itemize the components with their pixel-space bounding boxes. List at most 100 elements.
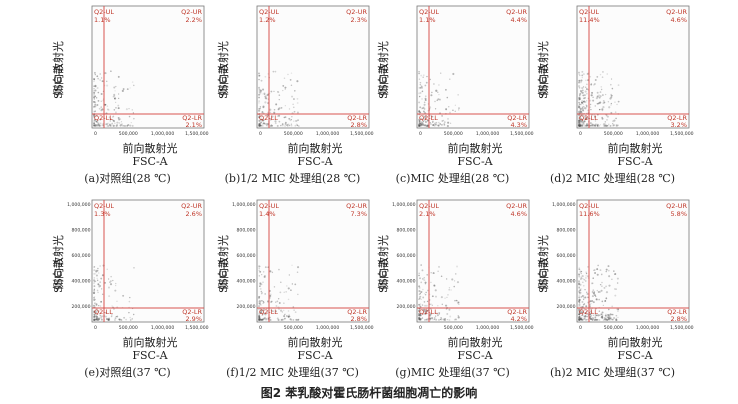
event-dot xyxy=(258,125,260,127)
event-dot xyxy=(131,317,133,320)
event-dot xyxy=(449,111,451,114)
event-dot xyxy=(585,79,587,82)
event-dot xyxy=(100,106,103,108)
event-dot xyxy=(258,296,260,298)
event-dot xyxy=(579,111,582,114)
event-dot xyxy=(97,291,99,294)
event-dot xyxy=(419,292,422,295)
event-dot xyxy=(614,294,617,297)
event-dot xyxy=(616,308,619,311)
event-dot xyxy=(261,120,263,123)
event-dot xyxy=(579,116,581,119)
event-dot xyxy=(264,275,266,277)
event-dot xyxy=(601,108,604,111)
event-dot xyxy=(578,101,580,104)
event-dot xyxy=(444,121,446,123)
event-dot xyxy=(582,318,585,321)
event-dot xyxy=(101,319,103,321)
event-dot xyxy=(585,272,588,275)
event-dot xyxy=(440,316,442,319)
event-dot xyxy=(578,106,580,109)
event-dot xyxy=(122,294,125,297)
event-dot xyxy=(280,124,282,127)
event-dot xyxy=(438,312,441,314)
event-dot xyxy=(584,86,587,88)
event-dot xyxy=(432,319,434,321)
event-dot xyxy=(578,318,581,321)
event-dot xyxy=(453,285,455,288)
event-dot xyxy=(418,119,421,122)
event-dot xyxy=(118,121,121,124)
event-dot xyxy=(586,100,588,102)
event-dot xyxy=(433,318,436,321)
event-dot xyxy=(95,270,98,273)
event-dot xyxy=(292,106,295,109)
event-dot xyxy=(583,120,585,123)
event-dot xyxy=(578,305,580,308)
event-dot xyxy=(605,124,608,127)
event-dot xyxy=(92,291,96,294)
event-dot xyxy=(607,316,610,318)
event-dot xyxy=(577,119,581,122)
event-dot xyxy=(107,318,110,321)
event-dot xyxy=(263,301,265,304)
event-dot xyxy=(579,110,582,113)
event-dot xyxy=(131,124,134,127)
event-dot xyxy=(581,275,584,278)
event-dot xyxy=(287,316,290,318)
event-dot xyxy=(421,317,424,319)
event-dot xyxy=(578,73,580,76)
event-dot xyxy=(266,125,268,127)
event-dot xyxy=(581,305,584,308)
y-axis-abbrev: SSC-A xyxy=(51,258,65,293)
event-dot xyxy=(579,317,581,319)
event-dot xyxy=(104,123,107,126)
event-dot xyxy=(591,290,594,293)
event-dot xyxy=(111,305,113,307)
event-dot xyxy=(290,319,293,321)
event-dot xyxy=(287,125,289,127)
event-dot xyxy=(423,301,426,303)
event-dot xyxy=(591,319,594,321)
event-dot xyxy=(296,111,299,114)
event-dot xyxy=(441,303,444,306)
x-tick-label: 500,000 xyxy=(119,325,138,331)
event-dot xyxy=(585,104,587,106)
event-dot xyxy=(283,309,285,312)
event-dot xyxy=(262,271,265,273)
event-dot xyxy=(581,107,584,110)
event-dot xyxy=(589,310,592,313)
event-dot xyxy=(579,123,582,127)
x-tick-label: 0 xyxy=(579,131,582,137)
event-dot xyxy=(271,125,273,127)
event-dot xyxy=(118,318,121,321)
quadrant-ur-label: Q2-UR xyxy=(181,8,202,16)
event-dot xyxy=(438,84,440,86)
event-dot xyxy=(587,296,589,299)
event-dot xyxy=(280,319,283,321)
event-dot xyxy=(598,310,601,312)
event-dot xyxy=(578,97,581,100)
event-dot xyxy=(605,285,607,288)
y-tick-label: 800,000 xyxy=(237,228,256,234)
events-cloud xyxy=(577,264,620,322)
event-dot xyxy=(95,124,98,127)
event-dot xyxy=(578,316,580,319)
event-dot xyxy=(601,109,604,112)
event-dot xyxy=(119,124,122,127)
event-dot xyxy=(287,73,289,76)
event-dot xyxy=(420,123,423,126)
event-dot xyxy=(94,89,97,92)
event-dot xyxy=(458,109,460,111)
event-dot xyxy=(585,319,588,321)
event-dot xyxy=(601,116,604,119)
event-dot xyxy=(418,124,421,128)
event-dot xyxy=(603,123,606,126)
event-dot xyxy=(593,318,596,322)
event-dot xyxy=(591,316,594,319)
event-dot xyxy=(96,121,99,123)
event-dot xyxy=(419,314,421,316)
x-axis-abbrev: FSC-A xyxy=(617,349,653,362)
event-dot xyxy=(447,124,449,127)
panel-caption: (a)对照组(28 ℃) xyxy=(84,172,171,185)
